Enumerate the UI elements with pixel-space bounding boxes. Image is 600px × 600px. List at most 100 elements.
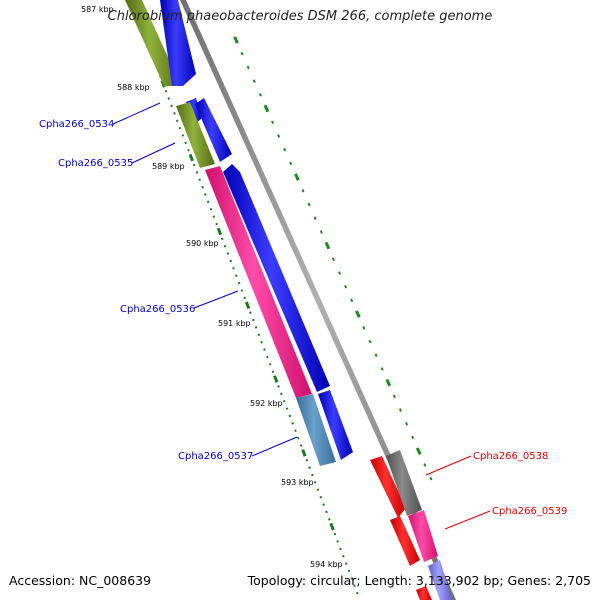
scale-tick [164, 89, 168, 93]
scale-tick [167, 97, 171, 100]
scale-tick [243, 296, 247, 300]
gc-dash [385, 378, 392, 387]
scale-tick [237, 281, 241, 285]
scale-tick [265, 355, 269, 359]
gc-dash [380, 367, 384, 371]
scale-tick [226, 252, 230, 255]
scale-tick [181, 134, 185, 137]
scale-tick [316, 488, 320, 492]
blue-cds-0536[interactable] [223, 164, 330, 392]
gene-label-cpha266-0537[interactable]: Cpha266_0537 [178, 451, 253, 462]
scale-tick [175, 119, 179, 123]
gc-dash [294, 173, 300, 181]
gc-dash [270, 120, 275, 125]
scale-tick [209, 207, 213, 211]
scale-tick [215, 222, 218, 226]
red-cds-0539[interactable] [390, 516, 420, 566]
scale-tick [173, 112, 176, 115]
scale-tick [204, 193, 207, 196]
scale-tick [229, 259, 233, 263]
scale-tick [187, 148, 190, 152]
scale-tick [184, 141, 187, 145]
scale-tick [271, 370, 275, 373]
pink-gene-0536[interactable] [205, 166, 312, 398]
scale-tick [344, 562, 348, 565]
gene-label-cpha266-0534[interactable]: Cpha266_0534 [39, 119, 114, 130]
gc-dash [355, 310, 361, 318]
scale-tick [285, 407, 289, 410]
scale-tick [333, 532, 337, 536]
olive-gene-0535[interactable] [176, 102, 215, 168]
scale-tick [268, 363, 272, 366]
scale-tick [353, 584, 356, 588]
gray-gene-0538[interactable] [386, 450, 422, 516]
gc-dash [307, 202, 311, 207]
scale-tick [308, 466, 311, 469]
gene-label-cpha266-0535[interactable]: Cpha266_0535 [58, 158, 133, 169]
gc-dash [263, 104, 270, 113]
leader-0537 [251, 436, 298, 457]
kbp-label-589: 589 kbp [152, 162, 185, 171]
gc-dash [374, 353, 378, 358]
gc-dash [240, 51, 244, 56]
gc-dash [252, 79, 256, 83]
scale-tick [260, 340, 263, 344]
scale-tick [329, 522, 335, 531]
scale-tick [201, 185, 204, 189]
scale-tick [263, 348, 266, 351]
gc-dash [415, 447, 422, 456]
scale-track [132, 6, 359, 595]
gc-dash [313, 216, 317, 220]
scale-tick [336, 540, 339, 543]
scale-tick [277, 385, 280, 388]
gc-dash [331, 257, 336, 262]
scale-tick [220, 237, 224, 241]
gc-dash [246, 65, 250, 70]
gc-dash [405, 422, 409, 426]
gene-label-cpha266-0539[interactable]: Cpha266_0539 [492, 506, 567, 517]
scale-tick [322, 503, 325, 506]
scale-tick [178, 126, 182, 130]
accession-text: Accession: NC_008639 [9, 573, 152, 588]
scale-tick [282, 399, 286, 403]
blue-cds-0537[interactable] [318, 390, 353, 460]
scale-tick [244, 301, 251, 310]
gc-dash [283, 147, 287, 152]
red-cds-bottom[interactable] [416, 586, 432, 600]
scale-tick [319, 495, 323, 499]
gc-dash [289, 161, 293, 166]
map-title: Chlorobium phaeobacteroides DSM 266, com… [107, 9, 493, 24]
scale-tick [273, 375, 279, 383]
scale-tick [232, 267, 235, 270]
scale-tick [350, 577, 354, 580]
purple-gene-bottom[interactable] [428, 560, 452, 600]
kbp-label-591: 591 kbp [218, 319, 251, 328]
gene-label-cpha266-0536[interactable]: Cpha266_0536 [120, 304, 195, 315]
scale-tick [299, 444, 303, 447]
olive-gene-top[interactable] [125, 0, 181, 86]
gc-dash [398, 408, 403, 412]
leader-0534 [112, 102, 161, 125]
scale-tick [291, 422, 294, 425]
scale-tick [257, 333, 261, 337]
leader-0539 [444, 510, 491, 530]
scale-tick [206, 200, 210, 204]
scale-tick [327, 518, 331, 521]
gc-dash [362, 326, 366, 330]
scale-tick [305, 458, 309, 462]
steelblue-gene-0537[interactable] [296, 394, 336, 466]
gene-label-cpha266-0538[interactable]: Cpha266_0538 [473, 451, 548, 462]
gc-skew-track [233, 36, 433, 481]
blue-cds-0535[interactable] [195, 98, 232, 162]
scale-tick [192, 163, 196, 167]
gc-dash [338, 271, 342, 275]
pink-gene-0539[interactable] [408, 510, 438, 562]
scale-tick [188, 153, 194, 162]
gc-dash [344, 284, 348, 289]
gc-dash [324, 241, 331, 250]
topology-text: Topology: circular; Length: 3,133,902 bp… [247, 573, 591, 588]
scale-tick [240, 289, 244, 292]
blue-cds-top[interactable] [160, 0, 196, 86]
red-cds-0538[interactable] [370, 456, 406, 518]
